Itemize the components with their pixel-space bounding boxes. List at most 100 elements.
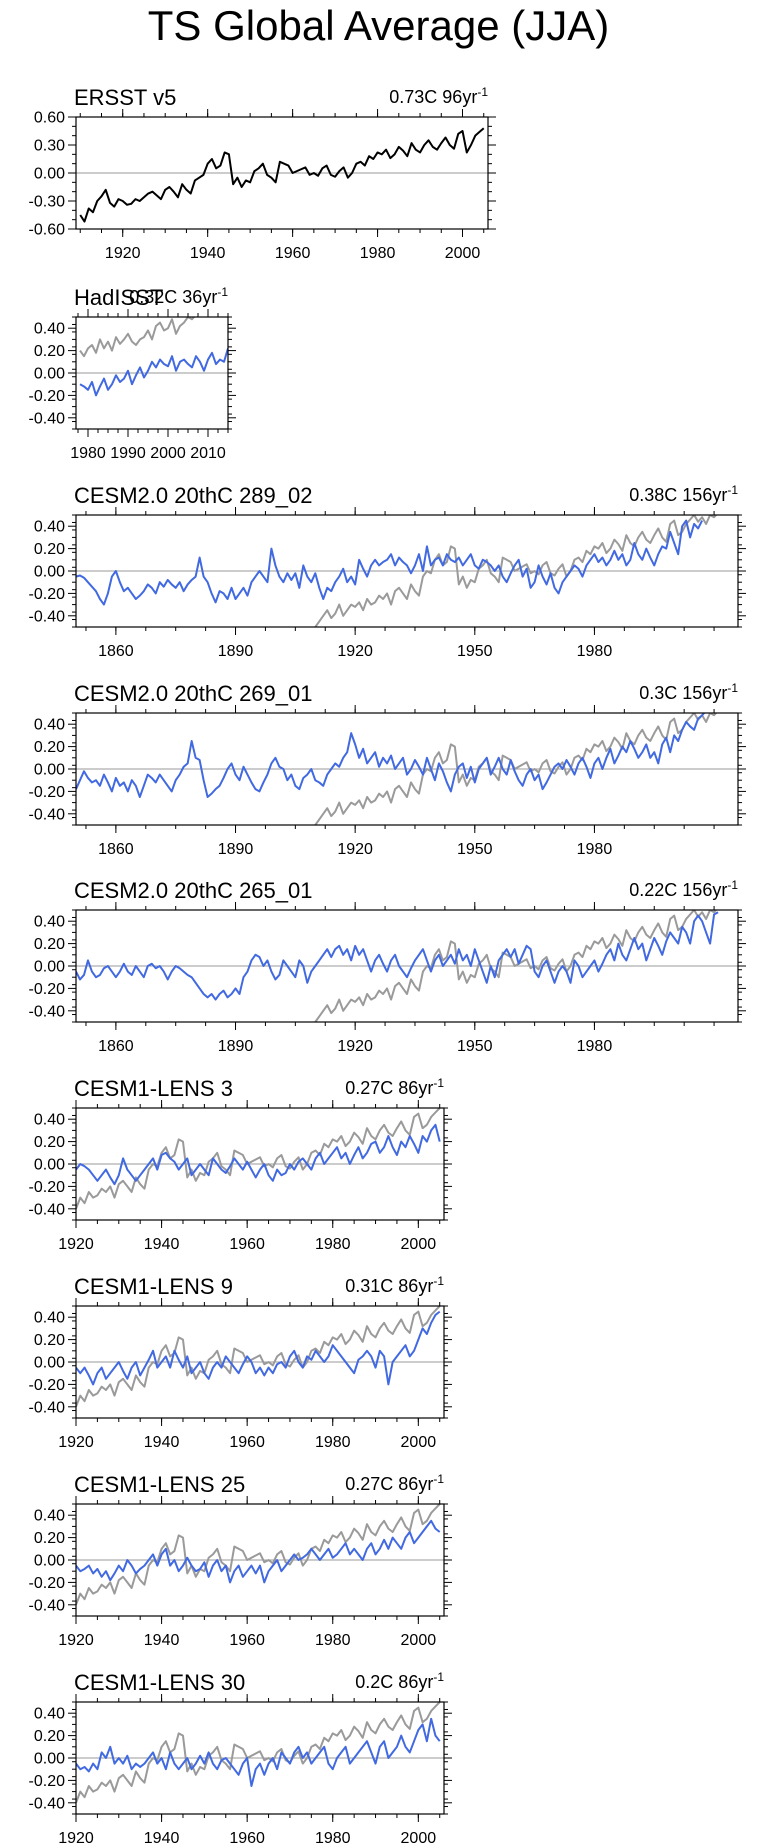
x-tick-label: 1950 xyxy=(457,643,493,660)
panel-title: CESM2.0 20thC 269_01 xyxy=(74,681,313,706)
x-tick-label: 1960 xyxy=(275,245,311,262)
panel-2: 0.40 0.20 0.00 -0.20 -0.40 1980 1990 2000 2010 Ha… xyxy=(29,285,236,462)
panel-title: CESM1-LENS 3 xyxy=(74,1076,233,1101)
panel-title: ERSST v5 xyxy=(74,85,176,110)
y-tick-label: 0.20 xyxy=(34,1134,65,1151)
y-tick-label: 0.00 xyxy=(34,959,65,976)
y-tick-label: 0.00 xyxy=(34,1157,65,1174)
y-tick-label: 0.30 xyxy=(34,138,65,155)
y-tick-label: -0.40 xyxy=(29,608,66,625)
panel-8: 0.40 0.20 0.00 -0.20 -0.40 1920 1940 1960 1980 20… xyxy=(29,1472,452,1649)
panel-9: 0.40 0.20 0.00 -0.20 -0.40 1920 1940 1960 1980 20… xyxy=(29,1670,452,1843)
panel-title: HadISST xyxy=(74,285,163,310)
y-tick-label: 0.00 xyxy=(34,762,65,779)
y-tick-label: -0.20 xyxy=(29,388,66,405)
y-tick-label: 0.40 xyxy=(34,519,65,536)
y-tick-label: -0.30 xyxy=(29,194,66,211)
y-tick-label: -0.40 xyxy=(29,410,66,427)
x-tick-label: 1860 xyxy=(98,841,134,858)
series-line-model xyxy=(76,1310,441,1386)
series-line-reference xyxy=(79,317,196,358)
panel-title: CESM1-LENS 30 xyxy=(74,1670,245,1695)
series-line-obs xyxy=(79,127,485,223)
x-tick-label: 2000 xyxy=(445,245,481,262)
x-tick-label: 1940 xyxy=(144,1236,180,1253)
y-tick-label: -0.20 xyxy=(29,1179,66,1196)
trend-label: 0.22C 156yr-1 xyxy=(629,878,738,900)
y-tick-label: 0.40 xyxy=(34,1112,65,1129)
y-tick-label: 0.40 xyxy=(34,914,65,931)
y-tick-label: -0.40 xyxy=(29,806,66,823)
x-tick-label: 1980 xyxy=(315,1236,351,1253)
panel-title: CESM1-LENS 25 xyxy=(74,1472,245,1497)
panel-3: 0.40 0.20 0.00 -0.20 -0.40 1860 1890 1920 1950 19… xyxy=(29,483,746,660)
y-tick-label: 0.20 xyxy=(34,343,65,360)
x-tick-label: 1920 xyxy=(58,1830,94,1843)
x-tick-label: 1980 xyxy=(70,445,106,462)
y-tick-label: 0.00 xyxy=(34,366,65,383)
x-tick-label: 1990 xyxy=(110,445,146,462)
x-tick-label: 1920 xyxy=(337,841,373,858)
y-tick-label: -0.20 xyxy=(29,981,66,998)
x-tick-label: 1860 xyxy=(98,643,134,660)
y-tick-label: -0.40 xyxy=(29,1795,66,1812)
trend-label: 0.73C 96yr-1 xyxy=(389,85,488,107)
x-tick-label: 1950 xyxy=(457,841,493,858)
x-tick-label: 1890 xyxy=(218,841,254,858)
y-tick-label: 0.60 xyxy=(34,110,65,127)
y-tick-label: -0.20 xyxy=(29,1575,66,1592)
x-tick-label: 1920 xyxy=(58,1236,94,1253)
x-tick-label: 2000 xyxy=(401,1632,437,1649)
trend-label: 0.27C 86yr-1 xyxy=(345,1076,444,1098)
y-tick-label: 0.20 xyxy=(34,541,65,558)
series-line-model xyxy=(79,348,228,397)
y-tick-label: 0.00 xyxy=(34,1553,65,1570)
x-tick-label: 2010 xyxy=(190,445,226,462)
x-tick-label: 2000 xyxy=(401,1236,437,1253)
x-tick-label: 1940 xyxy=(144,1830,180,1843)
x-tick-label: 2000 xyxy=(401,1434,437,1451)
x-tick-label: 1920 xyxy=(337,1038,373,1055)
panel-title: CESM2.0 20thC 289_02 xyxy=(74,483,313,508)
figure-title: TS Global Average (JJA) xyxy=(147,2,610,49)
series-line-reference xyxy=(76,1306,441,1408)
y-tick-label: 0.20 xyxy=(34,1530,65,1547)
series-line-model xyxy=(76,1519,441,1584)
x-tick-label: 1960 xyxy=(229,1434,265,1451)
panel-7: 0.40 0.20 0.00 -0.20 -0.40 1920 1940 1960 1980 20… xyxy=(29,1274,452,1451)
x-tick-label: 1950 xyxy=(457,1038,493,1055)
panel-title: CESM2.0 20thC 265_01 xyxy=(74,878,313,903)
x-tick-label: 1980 xyxy=(315,1830,351,1843)
panel-4: 0.40 0.20 0.00 -0.20 -0.40 1860 1890 1920 1950 19… xyxy=(29,681,746,858)
y-tick-label: 0.40 xyxy=(34,1706,65,1723)
y-tick-label: 0.00 xyxy=(34,1751,65,1768)
y-tick-label: -0.40 xyxy=(29,1399,66,1416)
y-tick-label: 0.40 xyxy=(34,1508,65,1525)
y-tick-label: 0.40 xyxy=(34,1310,65,1327)
x-tick-label: 1920 xyxy=(337,643,373,660)
trend-label: 0.38C 156yr-1 xyxy=(629,483,738,505)
trend-label: 0.31C 86yr-1 xyxy=(345,1274,444,1296)
x-tick-label: 1980 xyxy=(577,841,613,858)
x-tick-label: 1980 xyxy=(577,643,613,660)
series-line-reference xyxy=(76,1702,441,1804)
x-tick-label: 1940 xyxy=(144,1632,180,1649)
x-tick-label: 1940 xyxy=(144,1434,180,1451)
trend-label: 0.3C 156yr-1 xyxy=(639,681,738,703)
y-tick-label: -0.60 xyxy=(29,222,66,239)
x-tick-label: 1890 xyxy=(218,1038,254,1055)
x-tick-label: 1920 xyxy=(58,1632,94,1649)
y-tick-label: 0.00 xyxy=(34,1355,65,1372)
y-tick-label: 0.20 xyxy=(34,1332,65,1349)
series-line-reference xyxy=(314,515,718,627)
series-line-reference xyxy=(314,910,718,1022)
y-tick-label: 0.00 xyxy=(34,564,65,581)
panel-5: 0.40 0.20 0.00 -0.20 -0.40 1860 1890 1920 1950 19… xyxy=(29,878,746,1055)
series-line-model xyxy=(76,713,706,798)
y-tick-label: -0.20 xyxy=(29,1377,66,1394)
series-line-reference xyxy=(76,1108,441,1210)
series-line-model xyxy=(76,1717,441,1787)
series-line-model xyxy=(76,519,704,606)
x-tick-label: 1980 xyxy=(360,245,396,262)
x-tick-label: 1920 xyxy=(105,245,141,262)
